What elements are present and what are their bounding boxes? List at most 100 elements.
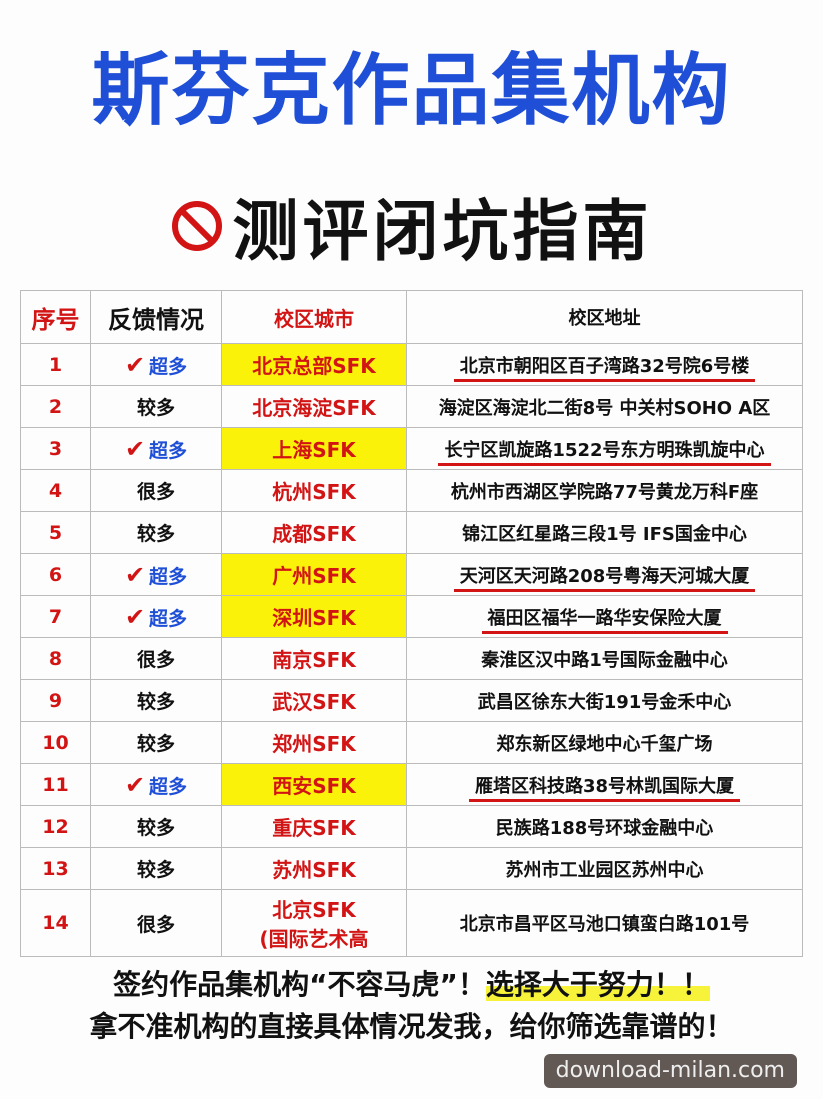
table-row: 12 较多 重庆SFK 民族路188号环球金融中心 (20, 805, 803, 848)
campus-address: 福田区福华一路华安保险大厦 (481, 607, 728, 634)
row-number: 5 (20, 511, 91, 554)
campus-city: 北京总部SFK (221, 343, 407, 386)
row-number: 7 (20, 595, 91, 638)
campus-city: 北京海淀SFK (221, 385, 407, 428)
check-icon: ✔ (124, 602, 146, 631)
campus-address-cell: 天河区天河路208号粤海天河城大厦 (406, 553, 803, 596)
feedback-text: 较多 (136, 691, 175, 713)
campus-address: 民族路188号环球金融中心 (495, 817, 714, 839)
feedback-text: 较多 (136, 523, 175, 545)
page-title: 斯芬克作品集机构 (91, 46, 732, 136)
campus-address: 郑东新区绿地中心千玺广场 (496, 733, 713, 755)
feedback-cell: 很多 (90, 469, 222, 512)
feedback-text: 超多 (149, 607, 188, 630)
check-icon: ✔ (124, 560, 146, 589)
campus-city: 广州SFK (221, 553, 407, 596)
campus-address-cell: 福田区福华一路华安保险大厦 (406, 595, 803, 638)
campus-address: 杭州市西湖区学院路77号黄龙万科F座 (450, 481, 759, 503)
feedback-cell: ✔ 超多 (90, 553, 222, 596)
table-row: 3 ✔ 超多 上海SFK 长宁区凯旋路1522号东方明珠凯旋中心 (20, 427, 803, 470)
row-number: 10 (20, 721, 91, 764)
feedback-cell: ✔ 超多 (90, 763, 222, 806)
campus-address-cell: 锦江区红星路三段1号 IFS国金中心 (406, 511, 803, 554)
table-row: 4 很多 杭州SFK 杭州市西湖区学院路77号黄龙万科F座 (20, 469, 803, 512)
check-icon: ✔ (124, 434, 146, 463)
campus-address: 苏州市工业园区苏州中心 (505, 859, 704, 881)
feedback-cell: 较多 (90, 511, 222, 554)
feedback-cell: 很多 (90, 889, 222, 957)
subtitle-text: 测评闭坑指南 (232, 193, 653, 270)
campus-address-cell: 苏州市工业园区苏州中心 (406, 847, 803, 890)
table-row: 6 ✔ 超多 广州SFK 天河区天河路208号粤海天河城大厦 (20, 553, 803, 596)
row-number: 9 (20, 679, 91, 722)
feedback-text: 超多 (149, 439, 188, 462)
subtitle: 测评闭坑指南 (0, 178, 823, 274)
row-number: 8 (20, 637, 91, 680)
feedback-cell: 较多 (90, 385, 222, 428)
row-number: 1 (20, 343, 91, 386)
watermark: download-milan.com (543, 1054, 797, 1088)
table-row: 8 很多 南京SFK 秦淮区汉中路1号国际金融中心 (20, 637, 803, 680)
campus-address-cell: 杭州市西湖区学院路77号黄龙万科F座 (406, 469, 803, 512)
footer-text-1a: 签约作品集机构“不容马虎”！ (113, 968, 486, 1001)
campus-address-cell: 武昌区徐东大街191号金禾中心 (406, 679, 803, 722)
campus-address: 秦淮区汉中路1号国际金融中心 (481, 649, 728, 671)
row-number: 2 (20, 385, 91, 428)
campus-address-cell: 雁塔区科技路38号林凯国际大厦 (406, 763, 803, 806)
table-row: 7 ✔ 超多 深圳SFK 福田区福华一路华安保险大厦 (20, 595, 803, 638)
table-row: 13 较多 苏州SFK 苏州市工业园区苏州中心 (20, 847, 803, 890)
footer-line-1: 签约作品集机构“不容马虎”！选择大于努力！！ (0, 968, 823, 1002)
row-number: 11 (20, 763, 91, 806)
feedback-text: 超多 (149, 355, 188, 378)
campus-city: 杭州SFK (221, 469, 407, 512)
feedback-text: 较多 (136, 397, 175, 419)
table-row: 2 较多 北京海淀SFK 海淀区海淀北二街8号 中关村SOHO A区 (20, 385, 803, 428)
campus-city: 北京SFK (国际艺术高 (221, 889, 407, 957)
table-row: 11 ✔ 超多 西安SFK 雁塔区科技路38号林凯国际大厦 (20, 763, 803, 806)
row-number: 6 (20, 553, 91, 596)
campus-address-cell: 长宁区凯旋路1522号东方明珠凯旋中心 (406, 427, 803, 470)
feedback-text: 超多 (149, 565, 188, 588)
campus-city: 郑州SFK (221, 721, 407, 764)
campus-address: 海淀区海淀北二街8号 中关村SOHO A区 (438, 397, 771, 419)
row-number: 12 (20, 805, 91, 848)
feedback-text: 很多 (136, 481, 175, 503)
feedback-cell: ✔ 超多 (90, 343, 222, 386)
campus-city: 南京SFK (221, 637, 407, 680)
column-header: 反馈情况 (90, 290, 222, 344)
campus-city: 重庆SFK (221, 805, 407, 848)
footer-line-2: 拿不准机构的直接具体情况发我，给你筛选靠谱的！ (89, 1010, 734, 1043)
feedback-text: 较多 (136, 733, 175, 755)
feedback-cell: ✔ 超多 (90, 595, 222, 638)
campus-address: 锦江区红星路三段1号 IFS国金中心 (462, 523, 747, 545)
campus-address-cell: 海淀区海淀北二街8号 中关村SOHO A区 (406, 385, 803, 428)
campus-city: 苏州SFK (221, 847, 407, 890)
table-row: 1 ✔ 超多 北京总部SFK 北京市朝阳区百子湾路32号院6号楼 (20, 343, 803, 386)
campus-city: 成都SFK (221, 511, 407, 554)
column-header: 校区城市 (221, 290, 407, 344)
campus-address: 北京市昌平区马池口镇蛮白路101号 (459, 914, 750, 935)
table-row: 10 较多 郑州SFK 郑东新区绿地中心千玺广场 (20, 721, 803, 764)
campus-address-cell: 民族路188号环球金融中心 (406, 805, 803, 848)
campus-address: 雁塔区科技路38号林凯国际大厦 (468, 775, 741, 802)
campus-address-cell: 郑东新区绿地中心千玺广场 (406, 721, 803, 764)
campus-address-cell: 北京市朝阳区百子湾路32号院6号楼 (406, 343, 803, 386)
feedback-text: 超多 (149, 775, 188, 798)
row-number: 3 (20, 427, 91, 470)
table-row: 5 较多 成都SFK 锦江区红星路三段1号 IFS国金中心 (20, 511, 803, 554)
prohibited-icon (171, 201, 222, 251)
check-icon: ✔ (124, 350, 146, 379)
feedback-cell: 较多 (90, 805, 222, 848)
campus-table: 序号 反馈情况 校区城市 校区地址 1 ✔ 超多 北京总部SFK 北京市朝阳区百子湾路32号院… (20, 290, 803, 957)
feedback-cell: 较多 (90, 679, 222, 722)
campus-address: 天河区天河路208号粤海天河城大厦 (453, 565, 756, 592)
feedback-text: 很多 (136, 649, 175, 671)
feedback-cell: 较多 (90, 847, 222, 890)
campus-city: 武汉SFK (221, 679, 407, 722)
row-number: 14 (20, 889, 91, 957)
feedback-cell: ✔ 超多 (90, 427, 222, 470)
column-header: 序号 (20, 290, 91, 344)
footer-text-1b: 选择大于努力！！ (485, 968, 710, 1001)
campus-address: 长宁区凯旋路1522号东方明珠凯旋中心 (438, 439, 771, 466)
feedback-cell: 很多 (90, 637, 222, 680)
